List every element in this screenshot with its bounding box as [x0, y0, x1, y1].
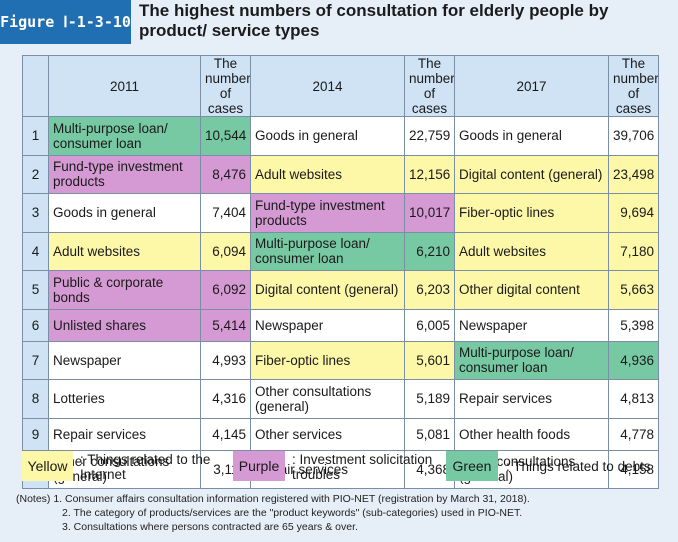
item-2017: Repair services [454, 379, 609, 419]
table-row: 6 Unlisted shares 5,414 Newspaper 6,005 … [22, 308, 659, 342]
item-2014: Multi-purpose loan/ consumer loan [250, 231, 405, 271]
rank-cell: 7 [22, 340, 49, 380]
count-2011: 4,145 [200, 417, 251, 451]
item-2017: Multi-purpose loan/ consumer loan [454, 340, 609, 380]
note-1: (Notes) 1. Consumer affairs consultation… [16, 493, 530, 505]
count-2014: 5,081 [404, 417, 455, 451]
count-2017: 4,778 [608, 417, 659, 451]
count-2014: 10,017 [404, 193, 455, 233]
table-row: 2 Fund-type investment products 8,476 Ad… [22, 154, 659, 194]
year-header-2011: 2011 [48, 55, 201, 117]
item-2017: Digital content (general) [454, 154, 609, 194]
count-2014: 12,156 [404, 154, 455, 194]
figure-header: Figure Ⅰ-1-3-10 The highest numbers of c… [0, 0, 678, 44]
table-row: 5 Public & corporate bonds 6,092 Digital… [22, 270, 659, 310]
cases-header-2017: The number of cases [608, 55, 659, 117]
count-2014: 22,759 [404, 116, 455, 156]
legend-yellow-swatch: Yellow [22, 451, 73, 481]
count-2014: 5,601 [404, 340, 455, 380]
count-2014: 6,005 [404, 308, 455, 342]
item-2011: Fund-type investment products [48, 154, 201, 194]
rank-cell: 6 [22, 308, 49, 342]
rank-cell: 9 [22, 417, 49, 451]
count-2017: 7,180 [608, 231, 659, 271]
rank-cell: 8 [22, 379, 49, 419]
item-2014: Newspaper [250, 308, 405, 342]
count-2017: 4,158 [608, 449, 659, 489]
year-header-2014: 2014 [250, 55, 405, 117]
count-2014: 5,189 [404, 379, 455, 419]
item-2017: Newspaper [454, 308, 609, 342]
item-2017: Other health foods [454, 417, 609, 451]
count-2011: 5,414 [200, 308, 251, 342]
count-2011: 10,544 [200, 116, 251, 156]
table-header-row: 2011 The number of cases 2014 The number… [22, 55, 659, 117]
legend-green-swatch: Green [446, 451, 498, 481]
count-2017: 4,813 [608, 379, 659, 419]
item-2014: Fiber-optic lines [250, 340, 405, 380]
item-2011: Multi-purpose loan/ consumer loan [48, 116, 201, 156]
table-row: 1 Multi-purpose loan/ consumer loan 10,5… [22, 116, 659, 156]
item-2014: Adult websites [250, 154, 405, 194]
item-2014: Digital content (general) [250, 270, 405, 310]
item-2017: Fiber-optic lines [454, 193, 609, 233]
figure-title: The highest numbers of consultation for … [139, 1, 609, 40]
count-2011: 6,092 [200, 270, 251, 310]
count-2014: 6,210 [404, 231, 455, 271]
item-2017: Other digital content [454, 270, 609, 310]
table-row: 9 Repair services 4,145 Other services 5… [22, 417, 659, 451]
item-2014: Other consultations (general) [250, 379, 405, 419]
rank-cell: 5 [22, 270, 49, 310]
rank-header [22, 55, 49, 117]
count-2011: 4,316 [200, 379, 251, 419]
notes: (Notes) 1. Consumer affairs consultation… [16, 492, 666, 534]
count-2011: 7,404 [200, 193, 251, 233]
legend-purple-text: : Investment solicitation troubles [292, 452, 433, 482]
count-2014: 6,203 [404, 270, 455, 310]
note-2: 2. The category of products/services are… [62, 507, 523, 519]
table-row: 8 Lotteries 4,316 Other consultations (g… [22, 379, 659, 419]
count-2017: 5,398 [608, 308, 659, 342]
figure-label: Figure Ⅰ-1-3-10 [0, 0, 131, 44]
item-2011: Adult websites [48, 231, 201, 271]
count-2017: 4,936 [608, 340, 659, 380]
item-2011: Newspaper [48, 340, 201, 380]
count-2017: 39,706 [608, 116, 659, 156]
table-row: 7 Newspaper 4,993 Fiber-optic lines 5,60… [22, 340, 659, 380]
rank-cell: 3 [22, 193, 49, 233]
note-3: 3. Consultations where persons contracte… [62, 521, 358, 533]
rank-cell: 1 [22, 116, 49, 156]
item-2011: Unlisted shares [48, 308, 201, 342]
table-row: 4 Adult websites 6,094 Multi-purpose loa… [22, 231, 659, 271]
item-2011: Public & corporate bonds [48, 270, 201, 310]
count-2011: 4,993 [200, 340, 251, 380]
item-2014: Goods in general [250, 116, 405, 156]
item-2011: Goods in general [48, 193, 201, 233]
legend-green-text: : Things related to debts [506, 459, 651, 474]
cases-header-2014: The number of cases [404, 55, 455, 117]
item-2011: Lotteries [48, 379, 201, 419]
table-row: 3 Goods in general 7,404 Fund-type inves… [22, 193, 659, 233]
count-2017: 23,498 [608, 154, 659, 194]
count-2017: 5,663 [608, 270, 659, 310]
item-2014: Fund-type investment products [250, 193, 405, 233]
item-2017: Goods in general [454, 116, 609, 156]
legend-purple-swatch: Purple [233, 451, 285, 481]
cases-header-2011: The number of cases [200, 55, 251, 117]
item-2014: Other services [250, 417, 405, 451]
rank-cell: 4 [22, 231, 49, 271]
count-2011: 8,476 [200, 154, 251, 194]
consultation-table: 2011 The number of cases 2014 The number… [22, 55, 659, 489]
legend-yellow-text: : Things related to the Internet [80, 452, 211, 482]
item-2011: Repair services [48, 417, 201, 451]
item-2017: Adult websites [454, 231, 609, 271]
year-header-2017: 2017 [454, 55, 609, 117]
count-2017: 9,694 [608, 193, 659, 233]
count-2011: 6,094 [200, 231, 251, 271]
rank-cell: 2 [22, 154, 49, 194]
